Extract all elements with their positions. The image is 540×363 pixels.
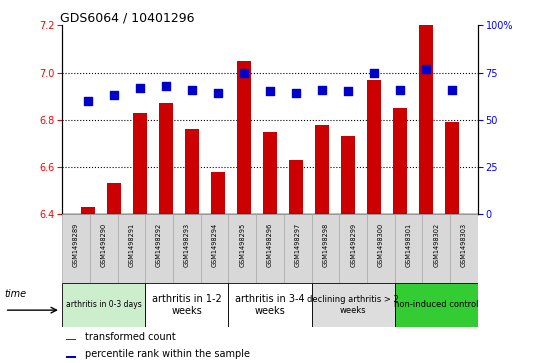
Bar — [90, 214, 118, 283]
Point — [188, 87, 197, 93]
Bar — [395, 283, 478, 327]
Text: GSM1498290: GSM1498290 — [100, 223, 107, 267]
Bar — [81, 207, 95, 214]
Text: transformed count: transformed count — [85, 331, 176, 342]
Text: GSM1498303: GSM1498303 — [461, 223, 467, 266]
Bar — [450, 214, 478, 283]
Text: GSM1498296: GSM1498296 — [267, 223, 273, 267]
Text: GSM1498301: GSM1498301 — [406, 223, 411, 266]
Bar — [395, 214, 422, 283]
Bar — [173, 214, 201, 283]
Text: arthritis in 0-3 days: arthritis in 0-3 days — [66, 301, 141, 309]
Bar — [393, 108, 407, 214]
Text: GSM1498298: GSM1498298 — [322, 223, 328, 267]
Point — [343, 89, 352, 94]
Text: GSM1498291: GSM1498291 — [129, 223, 134, 266]
Bar — [367, 214, 395, 283]
Text: non-induced control: non-induced control — [394, 301, 478, 309]
Point — [136, 85, 144, 91]
Point — [162, 83, 171, 89]
Text: arthritis in 3-4
weeks: arthritis in 3-4 weeks — [235, 294, 305, 316]
Bar — [66, 356, 76, 358]
Bar — [315, 125, 329, 214]
Bar — [289, 160, 303, 214]
Text: arthritis in 1-2
weeks: arthritis in 1-2 weeks — [152, 294, 222, 316]
Bar — [445, 122, 459, 214]
Bar — [263, 132, 277, 214]
Bar — [211, 172, 225, 214]
Bar — [418, 21, 433, 214]
Bar — [133, 113, 147, 214]
Bar — [145, 214, 173, 283]
Point — [448, 87, 456, 93]
Point — [84, 98, 92, 104]
Point — [240, 70, 248, 76]
Text: GSM1498297: GSM1498297 — [295, 223, 301, 267]
Text: GSM1498299: GSM1498299 — [350, 223, 356, 266]
Bar — [341, 136, 355, 214]
Bar — [256, 214, 284, 283]
Point — [396, 87, 404, 93]
Text: GSM1498295: GSM1498295 — [239, 223, 245, 267]
Bar — [66, 339, 76, 340]
Bar — [62, 283, 145, 327]
Text: time: time — [5, 289, 27, 299]
Text: GSM1498302: GSM1498302 — [433, 223, 440, 267]
Bar — [107, 184, 122, 214]
Bar — [312, 214, 339, 283]
Point — [266, 89, 274, 94]
Bar — [422, 214, 450, 283]
Bar — [145, 283, 228, 327]
Bar — [62, 214, 90, 283]
Text: declining arthritis > 2
weeks: declining arthritis > 2 weeks — [307, 295, 399, 315]
Point — [422, 66, 430, 72]
Text: GSM1498292: GSM1498292 — [156, 223, 162, 267]
Text: GSM1498300: GSM1498300 — [378, 223, 384, 267]
Bar — [201, 214, 228, 283]
Bar — [312, 283, 395, 327]
Bar — [237, 61, 251, 214]
Bar — [159, 103, 173, 214]
Bar — [284, 214, 312, 283]
Text: GDS6064 / 10401296: GDS6064 / 10401296 — [60, 11, 194, 24]
Text: GSM1498293: GSM1498293 — [184, 223, 190, 266]
Point — [318, 87, 326, 93]
Point — [214, 90, 222, 96]
Point — [369, 70, 378, 76]
Text: GSM1498289: GSM1498289 — [73, 223, 79, 267]
Bar — [185, 129, 199, 214]
Point — [110, 92, 118, 98]
Bar — [118, 214, 145, 283]
Bar — [367, 80, 381, 214]
Text: percentile rank within the sample: percentile rank within the sample — [85, 348, 250, 359]
Bar — [339, 214, 367, 283]
Bar — [228, 283, 312, 327]
Text: GSM1498294: GSM1498294 — [212, 223, 218, 267]
Bar — [228, 214, 256, 283]
Point — [292, 90, 300, 96]
